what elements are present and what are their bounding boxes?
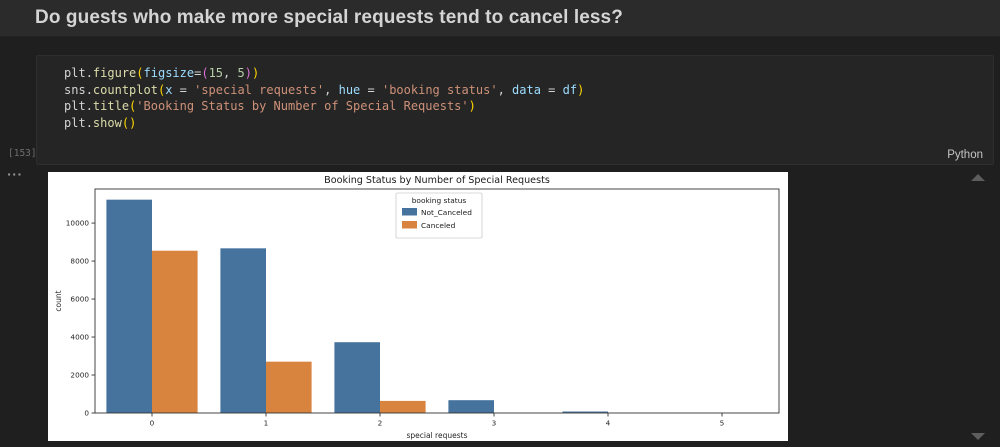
x-tick-label: 4 (606, 419, 611, 428)
execution-count: [153] (8, 148, 37, 159)
countplot-chart: 0 2000 4000 6000 8000 10000 0 1 2 3 4 5 Booking Stat… (54, 175, 780, 440)
legend-swatch-Not_Canceled (402, 208, 417, 216)
legend-label-Canceled: Canceled (421, 221, 456, 230)
code-editor[interactable]: plt.figure(figsize=(15, 5)) sns.countplot… (64, 65, 983, 131)
scroll-down-icon[interactable] (971, 433, 985, 440)
legend-swatch-Canceled (402, 221, 417, 229)
legend-box (395, 192, 483, 239)
chart-output-image: 0 2000 4000 6000 8000 10000 0 1 2 3 4 5 Booking Stat… (48, 172, 788, 441)
legend-title: booking status (412, 196, 467, 205)
x-tick-label: 5 (720, 419, 725, 428)
code-line: sns.countplot(x = 'special requests', hu… (64, 82, 585, 97)
x-tick-label: 1 (264, 419, 269, 428)
x-tick-label: 3 (492, 419, 497, 428)
bar-Not_Canceled-1 (220, 248, 266, 413)
code-cell[interactable]: plt.figure(figsize=(15, 5)) sns.countplot… (36, 55, 994, 165)
bar-Not_Canceled-3 (448, 400, 494, 413)
y-tick-label: 6000 (70, 295, 89, 304)
scroll-up-icon[interactable] (971, 174, 985, 181)
x-tick-label: 2 (378, 419, 383, 428)
axes-frame (94, 188, 780, 414)
y-tick-label: 10000 (66, 219, 90, 228)
output-options-button[interactable]: ··· (7, 168, 23, 181)
bar-Not_Canceled-0 (106, 199, 152, 413)
bar-Canceled-2 (380, 400, 426, 413)
code-line: plt.show() (64, 115, 137, 130)
legend-label-Not_Canceled: Not_Canceled (421, 208, 472, 217)
markdown-cell[interactable]: Do guests who make more special requests… (0, 0, 1000, 37)
bar-Not_Canceled-2 (334, 342, 380, 413)
code-line: plt.title('Booking Status by Number of S… (64, 99, 476, 113)
y-tick-label: 2000 (70, 371, 89, 380)
chart-title: Booking Status by Number of Special Requ… (324, 175, 550, 186)
x-tick-label: 0 (150, 419, 155, 428)
bar-Canceled-1 (266, 361, 312, 413)
y-tick-label: 4000 (70, 333, 89, 342)
y-tick-label: 8000 (70, 257, 89, 266)
y-tick-label: 0 (84, 409, 89, 418)
code-line: plt.figure(figsize=(15, 5)) (64, 66, 260, 80)
y-axis-label: count (54, 290, 63, 311)
bar-Not_Canceled-4 (562, 411, 608, 413)
question-heading: Do guests who make more special requests… (35, 7, 623, 28)
bar-Canceled-0 (152, 250, 198, 413)
cell-language-label[interactable]: Python (947, 149, 983, 161)
x-axis-label: special requests (407, 431, 468, 440)
